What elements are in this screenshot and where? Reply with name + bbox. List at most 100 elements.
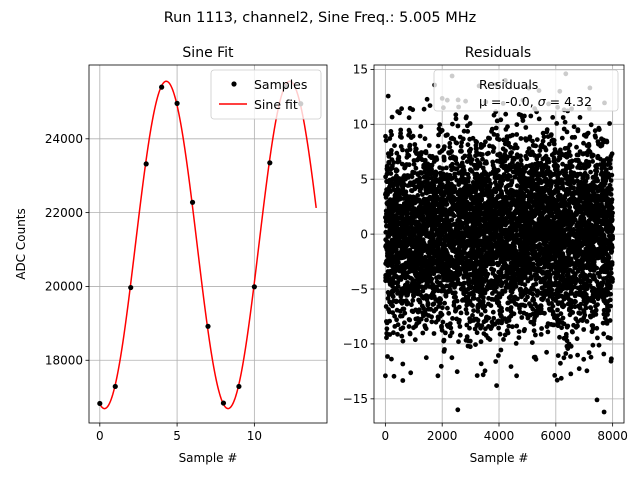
residual-point [441,339,446,344]
residual-point [395,308,400,313]
residual-point [442,144,447,149]
sine-fit-xtick-label-1: 5 [173,429,181,443]
residual-point [390,115,395,120]
residual-point [448,283,453,288]
residual-point [518,154,523,159]
sine-fit-xtick-label-0: 0 [96,429,104,443]
sine-fit-ylabel: ADC Counts [14,208,28,280]
residual-point [530,292,535,297]
residual-point [513,175,518,180]
residual-point [461,291,466,296]
residual-point [384,335,389,340]
residual-point [392,143,397,148]
residual-point [486,296,491,301]
residual-point [453,156,458,161]
residual-point [458,333,463,338]
residual-point [407,318,412,323]
sample-point-11 [267,160,272,165]
residual-point [494,176,499,181]
residual-point [521,303,526,308]
residual-point [457,318,462,323]
residual-point [610,211,615,216]
residual-point [412,142,417,147]
residual-point [385,172,390,177]
residual-point [526,270,531,275]
residual-point [424,355,429,360]
residual-point [540,166,545,171]
residual-point [575,336,580,341]
residual-point [453,175,458,180]
residual-point [496,222,501,227]
residual-point [406,265,411,270]
residual-point [429,319,434,324]
residual-point [553,265,558,270]
figure-suptitle: Run 1113, channel2, Sine Freq.: 5.005 MH… [164,10,477,26]
residual-point [445,225,450,230]
residual-point [577,163,582,168]
residual-point [463,245,468,250]
residual-point [423,136,428,141]
residual-point [455,299,460,304]
residual-point [445,202,450,207]
residual-point [567,297,572,302]
residual-point [530,340,535,345]
residual-point [535,137,540,142]
legend-samples-marker [231,81,236,86]
residual-point [519,136,524,141]
residual-point [398,131,403,136]
residual-point [552,216,557,221]
residual-point [518,310,523,315]
residual-point [401,339,406,344]
sample-point-2 [128,285,133,290]
residual-point [609,249,614,254]
residual-point [390,157,395,162]
residual-point [468,344,473,349]
residual-point [432,159,437,164]
residual-point [538,148,543,153]
residual-point [568,372,573,377]
residual-point [415,193,420,198]
residual-point [452,303,457,308]
residual-point [548,178,553,183]
residual-point [418,134,423,139]
residual-point [579,285,584,290]
residual-point [503,222,508,227]
residual-point [555,308,560,313]
residual-point [411,290,416,295]
residual-point [456,124,461,129]
residual-point [390,264,395,269]
residual-point [517,335,522,340]
residual-point [576,172,581,177]
residual-point [427,143,432,148]
residual-point [424,318,429,323]
residual-point [451,222,456,227]
residual-point [574,145,579,150]
residual-point [443,331,448,336]
residual-point [437,122,442,127]
residual-point [490,291,495,296]
residual-point [501,337,506,342]
residual-point [514,324,519,329]
residual-point [436,133,441,138]
residual-point [590,323,595,328]
residual-point [593,218,598,223]
residual-point [392,374,397,379]
residual-point [426,301,431,306]
residual-point [438,171,443,176]
residual-point [442,349,447,354]
residual-point [441,320,446,325]
residual-point [588,170,593,175]
residual-point [440,128,445,133]
residual-point [532,328,537,333]
residual-point [575,319,580,324]
residual-point [466,142,471,147]
residual-point [472,287,477,292]
residual-point [491,316,496,321]
residual-point [558,361,563,366]
sine-fit-ytick-label-1: 20000 [45,280,83,294]
residual-point [424,149,429,154]
residual-point [439,324,444,329]
residual-point [442,301,447,306]
residual-point [399,334,404,339]
residual-point [481,372,486,377]
